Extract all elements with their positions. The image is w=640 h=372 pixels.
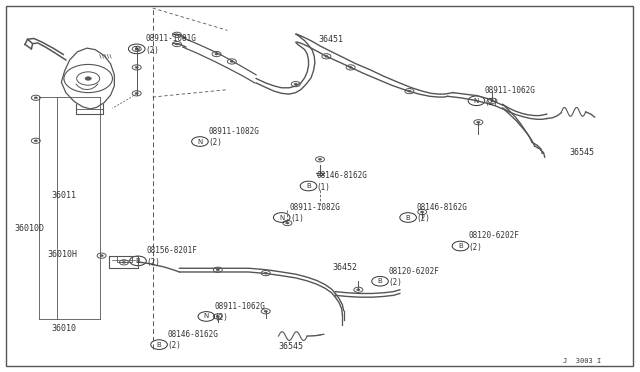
Text: 08146-8162G
(1): 08146-8162G (1)	[317, 171, 368, 192]
Text: 08911-1062G
(2): 08911-1062G (2)	[214, 302, 266, 322]
Text: N: N	[197, 138, 203, 145]
Text: 08146-8162G
(2): 08146-8162G (2)	[417, 203, 467, 223]
Text: 08120-6202F
(2): 08120-6202F (2)	[468, 231, 520, 252]
Text: B: B	[157, 341, 161, 347]
Text: 36452: 36452	[333, 263, 358, 272]
Circle shape	[135, 67, 138, 68]
Text: 36545: 36545	[278, 341, 303, 350]
Circle shape	[491, 100, 494, 102]
Text: 36451: 36451	[319, 35, 344, 44]
Circle shape	[349, 67, 353, 68]
Text: N: N	[134, 46, 140, 52]
Text: B: B	[458, 243, 463, 249]
Text: 36010D: 36010D	[15, 224, 45, 233]
Circle shape	[100, 255, 103, 257]
Circle shape	[294, 83, 298, 85]
Text: 08911-1082G
(2): 08911-1082G (2)	[208, 127, 259, 147]
Circle shape	[264, 272, 268, 274]
Circle shape	[34, 97, 38, 99]
Circle shape	[175, 34, 179, 36]
Circle shape	[356, 289, 360, 291]
Circle shape	[285, 222, 289, 224]
Text: 08156-8201F
(2): 08156-8201F (2)	[147, 246, 197, 267]
Text: 08146-8162G
(2): 08146-8162G (2)	[168, 330, 218, 350]
Text: 36010: 36010	[52, 324, 77, 333]
Circle shape	[408, 90, 411, 92]
Circle shape	[420, 211, 424, 213]
Text: B: B	[378, 278, 383, 284]
Text: N: N	[474, 98, 479, 104]
Circle shape	[175, 43, 179, 45]
Text: J  3003 I: J 3003 I	[563, 358, 601, 364]
Text: 36011: 36011	[52, 191, 77, 200]
Text: 08911-1062G
(2): 08911-1062G (2)	[484, 86, 536, 106]
Circle shape	[216, 315, 220, 317]
Circle shape	[477, 121, 480, 123]
Text: 36545: 36545	[569, 148, 594, 157]
Text: B: B	[136, 258, 140, 264]
Circle shape	[122, 262, 125, 263]
Text: B: B	[406, 215, 410, 221]
Circle shape	[230, 61, 234, 62]
Text: N: N	[204, 314, 209, 320]
Text: 36010H: 36010H	[47, 250, 77, 259]
Circle shape	[215, 53, 218, 55]
Circle shape	[135, 48, 138, 50]
Circle shape	[34, 140, 38, 142]
Circle shape	[85, 77, 92, 80]
Text: N: N	[279, 215, 284, 221]
Circle shape	[216, 269, 220, 271]
Text: B: B	[306, 183, 311, 189]
Text: 08911-1082G
(1): 08911-1082G (1)	[290, 203, 341, 223]
Circle shape	[135, 92, 138, 94]
Text: 08911-1081G
(2): 08911-1081G (2)	[145, 34, 196, 55]
Circle shape	[324, 55, 328, 57]
Circle shape	[264, 310, 268, 312]
Text: 08120-6202F
(2): 08120-6202F (2)	[388, 267, 439, 287]
Circle shape	[318, 158, 322, 160]
